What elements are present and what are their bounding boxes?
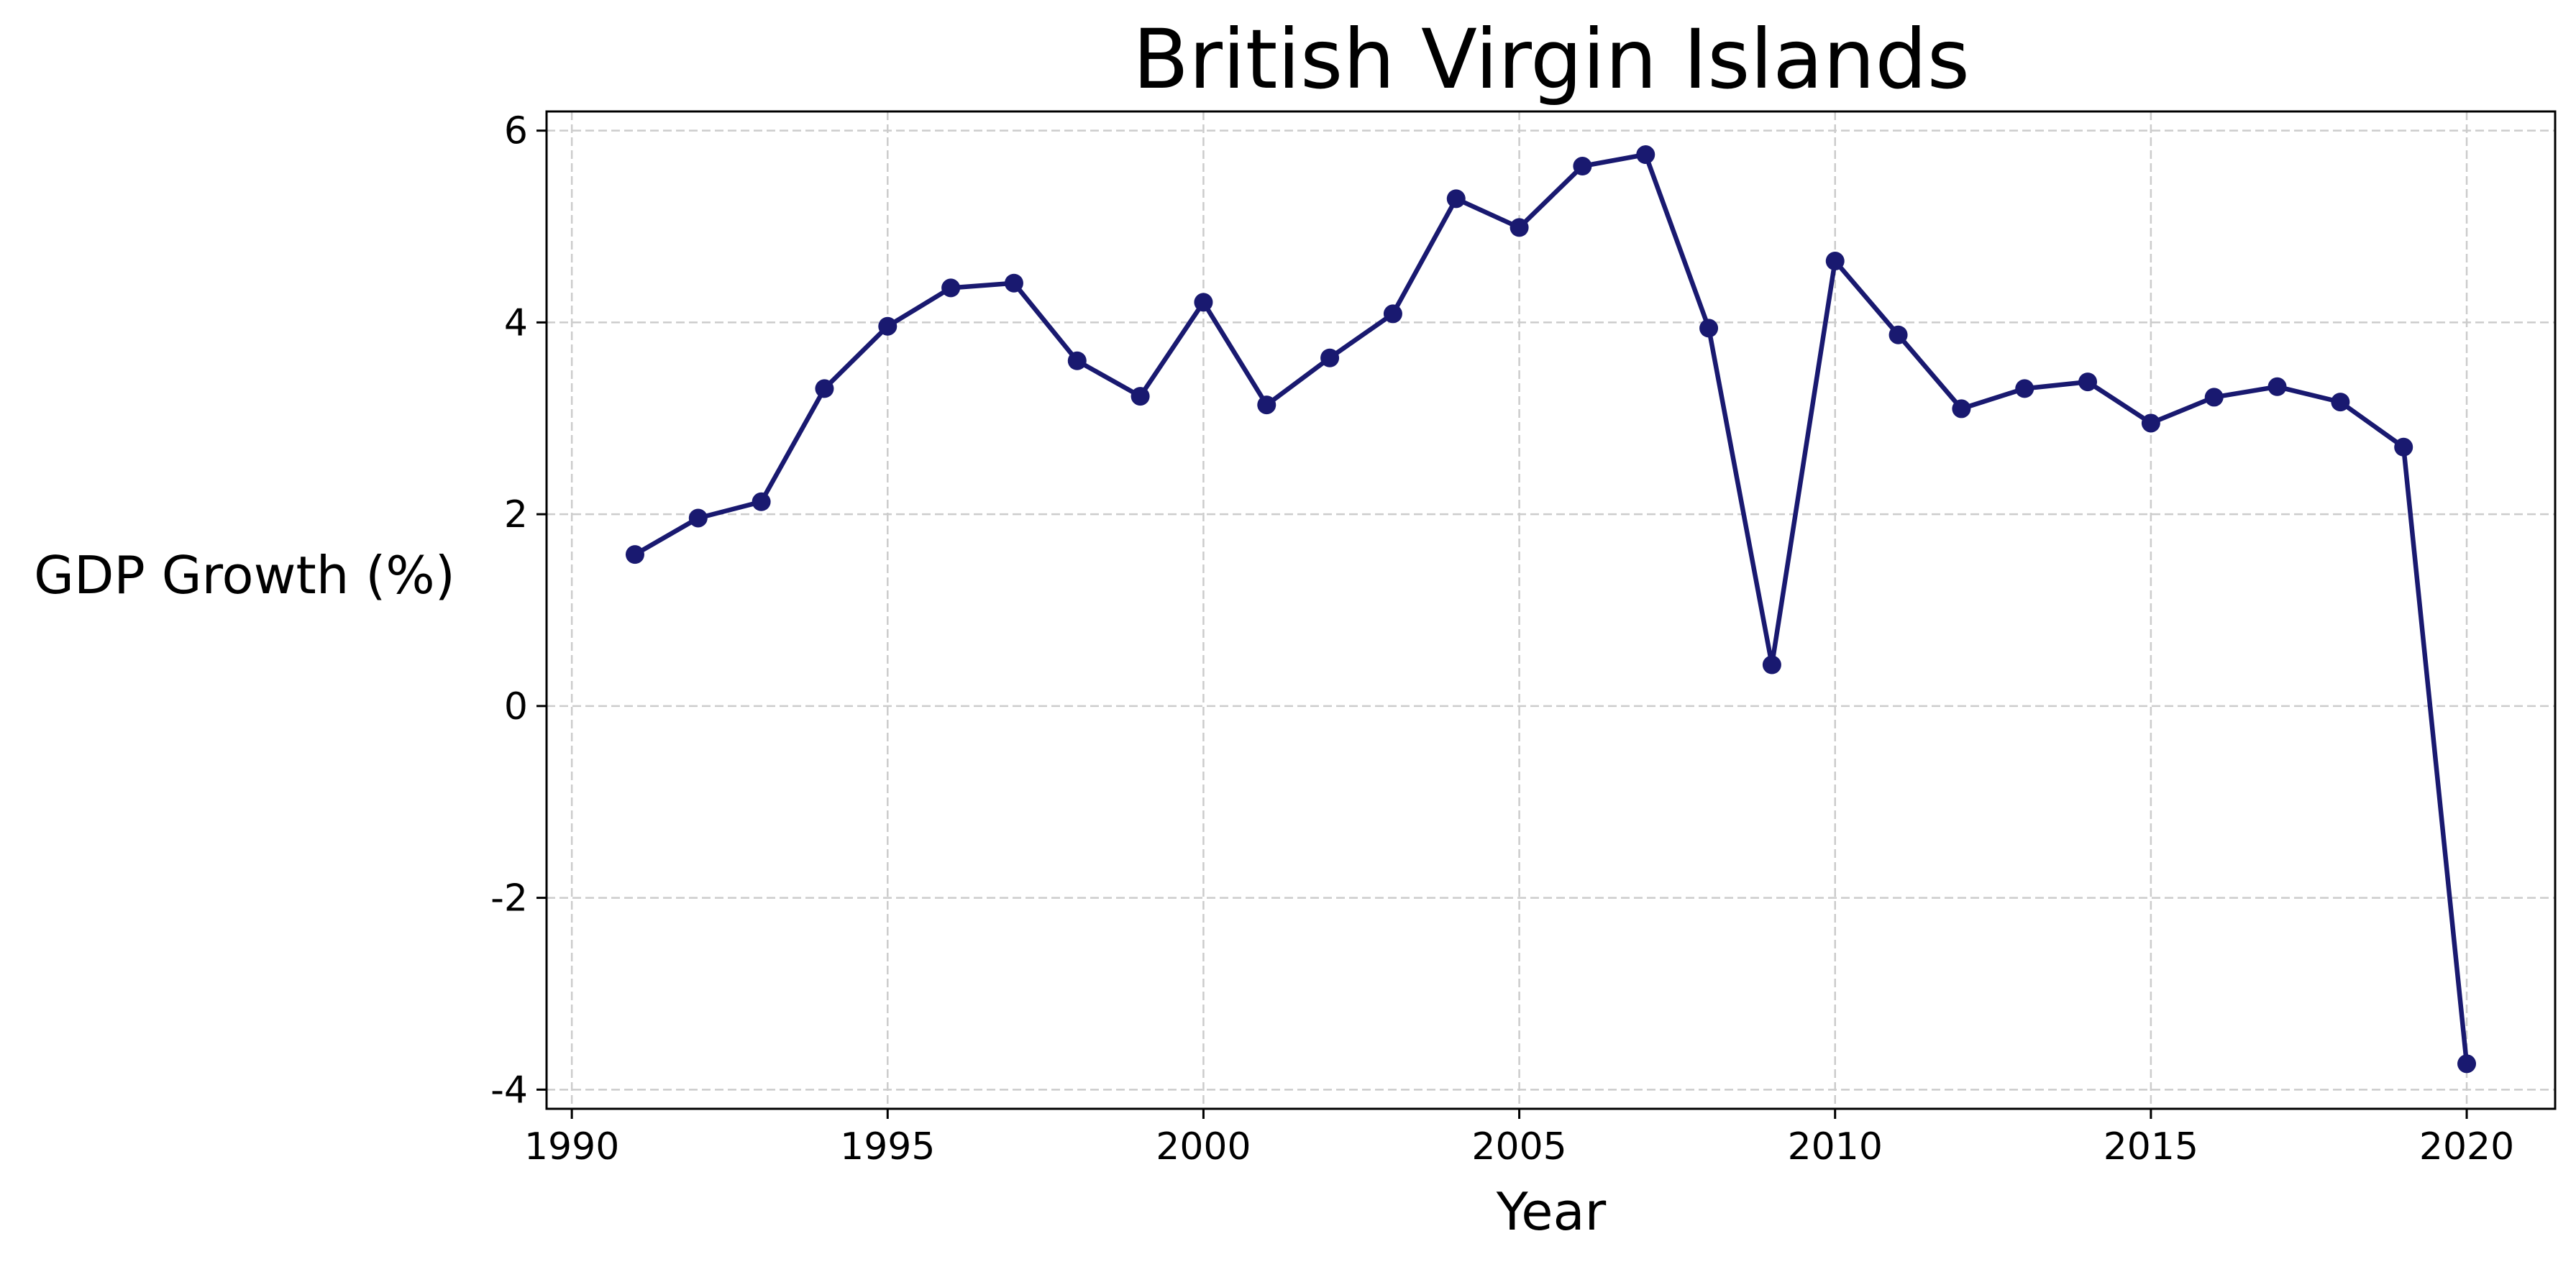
data-point [2078,372,2098,392]
data-point [1888,325,1908,344]
x-tick-label: 1990 [524,1125,619,1168]
data-point [1699,319,1719,338]
axis-ticks: 1990 1995 2000 2005 2010 2015 2020 -4 -2 0 2 4 6 [490,110,2514,1168]
data-point [1825,252,1845,271]
data-point [1762,655,1781,674]
data-point [1131,387,1150,406]
grid-lines [547,111,2555,1109]
data-point [1383,304,1402,324]
data-point [752,492,771,511]
x-tick-label: 2020 [2419,1125,2514,1168]
series-line [632,152,2470,1066]
data-point [1952,399,1971,418]
x-tick-label: 2010 [1788,1125,1883,1168]
x-tick-label: 2005 [1471,1125,1566,1168]
data-point [1257,395,1276,415]
data-point [1194,293,1213,312]
data-point [2457,1054,2477,1074]
data-point [1320,348,1340,367]
chart-title: British Virgin Islands [1133,12,1970,107]
x-axis-title: Year [1496,1181,1607,1242]
data-point [2267,377,2287,396]
data-point [625,545,644,564]
data-point [1636,145,1655,165]
data-point [2141,413,2160,433]
data-point [2394,437,2413,457]
y-axis-title: GDP Growth (%) [34,545,455,605]
x-tick-label: 2015 [2104,1125,2198,1168]
data-point [941,278,961,298]
x-tick-label: 1995 [840,1125,935,1168]
data-point [1446,189,1466,209]
data-point [2331,393,2350,412]
data-point [2204,388,2224,407]
data-point [688,508,708,528]
y-tick-label: -4 [490,1069,528,1112]
plot-frame [545,110,2557,1110]
y-tick-label: 6 [504,110,528,153]
y-tick-label: 0 [504,685,528,728]
data-point [815,379,834,398]
data-point [2015,379,2034,398]
data-point [1067,351,1087,370]
y-tick-label: 2 [504,493,528,536]
data-point [1509,218,1529,237]
series-gdp-growth [625,145,2477,1074]
y-tick-label: 4 [504,301,528,344]
y-tick-label: -2 [490,877,528,920]
data-point [878,316,898,336]
data-point [1004,273,1023,293]
data-point [1573,157,1592,176]
x-tick-label: 2000 [1156,1125,1251,1168]
